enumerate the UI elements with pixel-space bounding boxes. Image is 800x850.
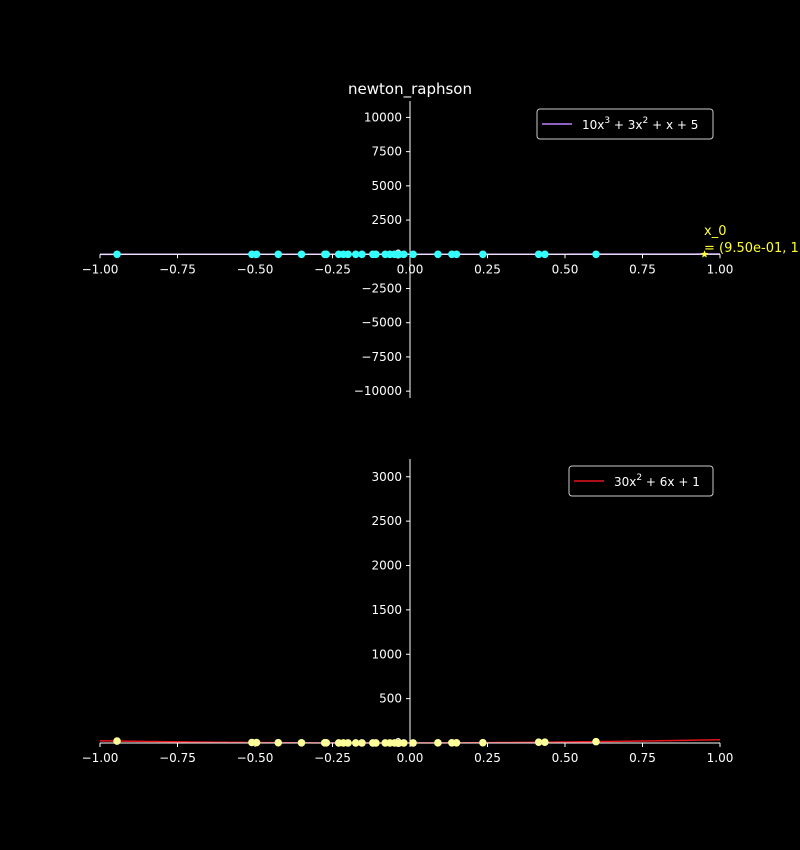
annotation-star-marker xyxy=(700,250,709,258)
top-y-tick-label-2: −5000 xyxy=(361,316,402,330)
bottom-legend-part-1: 30x xyxy=(614,475,636,489)
top-iterate-point-18 xyxy=(400,250,408,259)
bottom-legend-box xyxy=(568,465,714,497)
top-legend-box xyxy=(536,108,714,140)
top-y-tick-label-8: 10000 xyxy=(364,110,402,124)
annotation-line-2: = (9.50e-01, 1 xyxy=(704,241,799,256)
top-iterate-point-20 xyxy=(434,250,442,259)
top-iterate-point-19 xyxy=(409,250,417,259)
bottom-legend-label: 30x2 + 6x + 1 xyxy=(614,473,700,489)
bot-x-tick-label-0: −1.00 xyxy=(82,751,119,765)
top-iterate-point-24 xyxy=(534,250,543,259)
top-iterate-point-26 xyxy=(592,250,600,259)
top-legend-exp-1: 3 xyxy=(604,116,610,126)
bot-y-tick-label-4: 2000 xyxy=(371,559,402,573)
top-x-tick-label-1: −0.75 xyxy=(159,262,196,276)
bot-iterate-point-19 xyxy=(409,739,417,747)
bot-iterate-point-23 xyxy=(479,738,487,747)
bot-y-tick-label-6: 3000 xyxy=(371,470,402,484)
bot-iterate-point-2 xyxy=(252,738,261,747)
top-x-tick-label-4: 0.00 xyxy=(397,262,424,276)
top-y-tick-label-6: 5000 xyxy=(371,179,402,193)
top-x-tick-label-0: −1.00 xyxy=(82,262,119,276)
annotation-line-1: x_0 xyxy=(704,224,726,239)
top-iterate-point-0 xyxy=(113,250,121,259)
bottom-legend-exp-1: 2 xyxy=(636,473,642,483)
bot-x-tick-label-4: 0.00 xyxy=(397,751,424,765)
bottom-legend-part-2: + 6x + 1 xyxy=(642,475,700,489)
bot-y-tick-label-1: 500 xyxy=(379,692,402,706)
top-y-tick-label-1: −7500 xyxy=(361,350,402,364)
top-legend-part-3: + x + 5 xyxy=(648,118,698,132)
top-axes-layer: −1.00 −0.75 −0.50 −0.25 0.00 0.25 0.50 0.75 1.00… xyxy=(82,101,734,398)
top-y-tick-label-0: −10000 xyxy=(354,384,402,398)
top-legend-part-2: + 3x xyxy=(610,118,642,132)
top-annotation-layer: x_0 = (9.50e-01, 1 xyxy=(700,224,799,258)
bot-iterate-point-6 xyxy=(322,739,331,747)
top-x-tick-label-8: 1.00 xyxy=(707,262,734,276)
bot-x-tick-label-6: 0.50 xyxy=(552,751,579,765)
bot-y-tick-label-3: 1500 xyxy=(371,603,402,617)
top-y-tick-label-5: 2500 xyxy=(371,213,402,227)
top-iterate-point-4 xyxy=(297,250,306,259)
bot-iterate-point-13 xyxy=(372,739,380,747)
top-iterate-point-2 xyxy=(252,250,261,259)
bot-iterate-point-11 xyxy=(358,739,366,747)
top-iterate-point-10 xyxy=(351,250,360,259)
bot-x-tick-label-1: −0.75 xyxy=(159,751,196,765)
bot-iterate-point-25 xyxy=(541,738,549,746)
bot-iterate-point-22 xyxy=(452,738,461,747)
bot-iterate-point-4 xyxy=(297,738,306,747)
bot-iterate-point-24 xyxy=(534,738,543,747)
top-subplot: newton_raphson −1.00 −0.75 −0.50 −0.25 0.00 0… xyxy=(82,80,799,398)
top-y-tick-label-7: 7500 xyxy=(371,145,402,159)
bot-iterate-point-26 xyxy=(592,737,600,746)
bot-iterate-point-0 xyxy=(113,737,121,745)
top-iterate-point-3 xyxy=(274,250,283,259)
top-legend: 10x3 + 3x2 + x + 5 xyxy=(536,108,714,140)
top-x-tick-label-7: 0.75 xyxy=(629,262,656,276)
bot-iterate-point-3 xyxy=(274,738,283,747)
top-chart-title: newton_raphson xyxy=(348,80,472,99)
top-x-tick-label-5: 0.25 xyxy=(474,262,501,276)
top-iterate-point-22 xyxy=(452,250,461,259)
bot-x-tick-label-3: −0.25 xyxy=(314,751,351,765)
bot-y-tick-label-5: 2500 xyxy=(371,514,402,528)
top-iterate-point-25 xyxy=(541,250,549,259)
top-iterate-point-11 xyxy=(358,250,366,259)
bot-iterate-point-18 xyxy=(400,739,408,747)
bot-y-tick-label-2: 1000 xyxy=(371,647,402,661)
top-iterate-point-13 xyxy=(372,250,380,259)
bottom-points-layer xyxy=(113,737,600,747)
top-legend-part-1: 10x xyxy=(582,118,604,132)
bot-x-tick-label-5: 0.25 xyxy=(474,751,501,765)
bottom-legend: 30x2 + 6x + 1 xyxy=(568,465,714,497)
top-y-tick-label-3: −2500 xyxy=(361,282,402,296)
bot-x-tick-label-8: 1.00 xyxy=(707,751,734,765)
top-x-tick-label-2: −0.50 xyxy=(237,262,274,276)
top-iterate-point-9 xyxy=(344,250,352,259)
bot-iterate-point-9 xyxy=(344,739,352,747)
bot-x-tick-label-2: −0.50 xyxy=(237,751,274,765)
top-x-tick-label-6: 0.50 xyxy=(552,262,579,276)
top-legend-label: 10x3 + 3x2 + x + 5 xyxy=(582,116,698,132)
top-legend-exp-2: 2 xyxy=(643,116,649,126)
bot-iterate-point-20 xyxy=(434,739,442,747)
top-x-tick-label-3: −0.25 xyxy=(314,262,351,276)
bot-x-tick-label-7: 0.75 xyxy=(629,751,656,765)
top-iterate-point-6 xyxy=(322,250,331,259)
bottom-subplot: −1.00 −0.75 −0.50 −0.25 0.00 0.25 0.50 0.75 1.00… xyxy=(82,459,734,765)
top-points-layer xyxy=(113,250,600,259)
top-iterate-point-23 xyxy=(479,250,487,259)
bot-iterate-point-10 xyxy=(351,739,360,747)
